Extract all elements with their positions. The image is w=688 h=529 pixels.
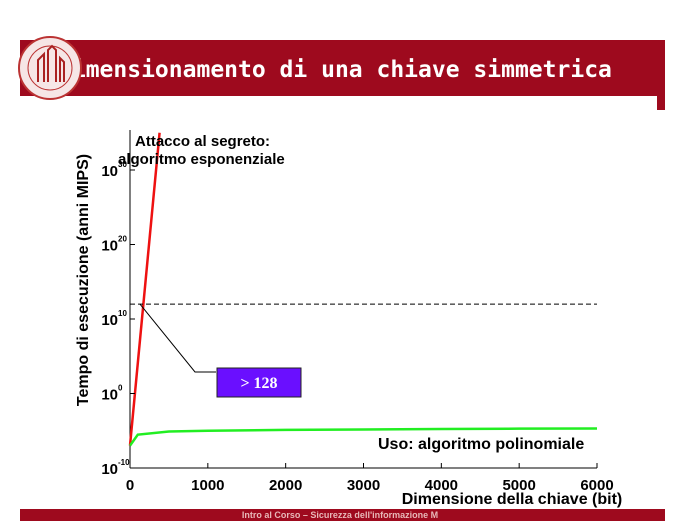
callout-line bbox=[139, 303, 216, 373]
y-tick-base: 10 bbox=[101, 387, 118, 404]
x-tick-label: 2000 bbox=[269, 477, 302, 494]
y-tick-label: 10 bbox=[101, 312, 118, 329]
series-line bbox=[128, 132, 161, 446]
y-tick-exponent: 10 bbox=[118, 309, 127, 318]
x-tick-label: 6000 bbox=[580, 477, 613, 494]
y-tick-exponent: -10 bbox=[118, 458, 130, 467]
series-label: Uso: algoritmo polinomiale bbox=[378, 436, 584, 453]
y-tick-base: 10 bbox=[101, 163, 118, 180]
slide-title: Dimensionamento di una chiave simmetrica bbox=[58, 57, 612, 83]
footer: Intro al Corso – Sicurezza dell'informaz… bbox=[242, 510, 438, 520]
series-line bbox=[128, 427, 598, 447]
y-tick-label: 10 bbox=[101, 387, 118, 404]
x-tick-label: 1000 bbox=[191, 477, 224, 494]
y-axis-label: Tempo di esecuzione (anni MIPS) bbox=[75, 154, 92, 406]
x-tick-label: 0 bbox=[126, 477, 134, 494]
y-tick-exponent: 0 bbox=[118, 384, 123, 393]
title-bar bbox=[20, 40, 665, 96]
x-tick-label: 3000 bbox=[347, 477, 380, 494]
x-axis-label: Dimensione della chiave (bit) bbox=[402, 491, 623, 508]
y-tick-base: 10 bbox=[101, 238, 118, 255]
logo bbox=[18, 36, 82, 100]
y-tick-label: 10 bbox=[101, 461, 118, 478]
annotation-box bbox=[216, 367, 302, 398]
series-label: Attacco al segreto: bbox=[135, 133, 270, 150]
footer-bar bbox=[20, 509, 665, 521]
y-tick-exponent: 20 bbox=[118, 235, 127, 244]
y-tick-label: 10 bbox=[101, 238, 118, 255]
plot bbox=[128, 132, 598, 447]
x-tick-label: 5000 bbox=[502, 477, 535, 494]
y-tick-base: 10 bbox=[101, 461, 118, 478]
series-label: algoritmo esponenziale bbox=[118, 151, 285, 168]
y-tick-base: 10 bbox=[101, 312, 118, 329]
x-tick-label: 4000 bbox=[425, 477, 458, 494]
y-tick-exponent: 30 bbox=[118, 160, 127, 169]
title-bar-tail bbox=[657, 96, 665, 110]
y-tick-label: 10 bbox=[101, 163, 118, 180]
annotation: > 128 bbox=[240, 375, 277, 392]
